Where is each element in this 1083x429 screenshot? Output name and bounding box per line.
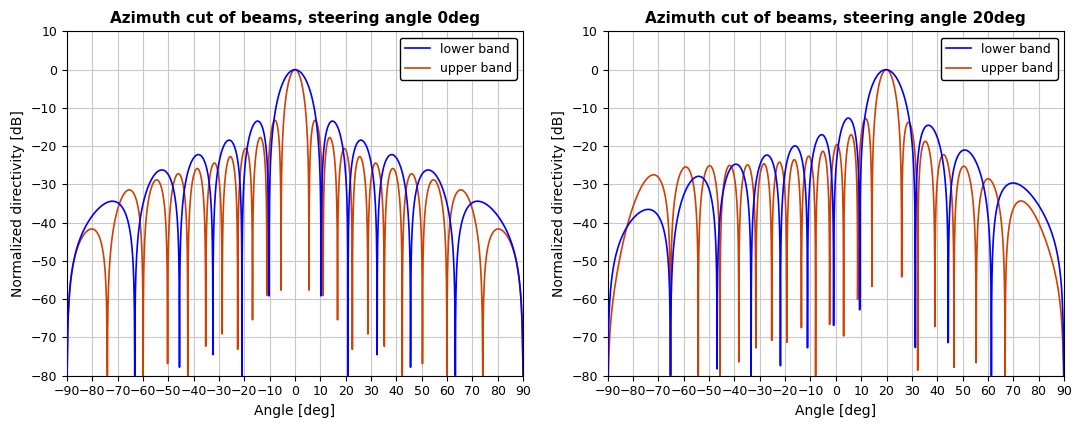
lower band: [602, 326, 615, 332]
Y-axis label: Normalized directivity [dB]: Normalized directivity [dB]: [552, 110, 566, 297]
X-axis label: Angle [deg]: Angle [deg]: [795, 404, 876, 418]
Legend: lower band, upper band: lower band, upper band: [400, 38, 517, 80]
upper band: [838, 182, 851, 187]
lower band: [62, 326, 75, 332]
upper band: [62, 326, 75, 332]
upper band: [936, 153, 949, 158]
Line: lower band: lower band: [67, 69, 523, 376]
Legend: lower band, upper band: lower band, upper band: [941, 38, 1058, 80]
upper band: [210, 164, 223, 169]
Title: Azimuth cut of beams, steering angle 0deg: Azimuth cut of beams, steering angle 0de…: [110, 11, 480, 26]
lower band: [298, 74, 311, 79]
Line: upper band: upper band: [608, 69, 1064, 376]
Title: Azimuth cut of beams, steering angle 20deg: Azimuth cut of beams, steering angle 20d…: [645, 11, 1027, 26]
upper band: [61, 373, 74, 378]
Line: lower band: lower band: [608, 69, 1064, 376]
upper band: [752, 196, 765, 202]
lower band: [1057, 373, 1070, 378]
upper band: [896, 238, 909, 243]
upper band: [879, 67, 892, 72]
Line: upper band: upper band: [67, 69, 523, 376]
upper band: [1057, 373, 1070, 378]
upper band: [1022, 204, 1035, 209]
lower band: [838, 118, 851, 124]
lower band: [601, 373, 614, 378]
upper band: [354, 155, 367, 160]
lower band: [482, 203, 495, 208]
lower band: [210, 174, 223, 179]
upper band: [298, 94, 311, 99]
lower band: [752, 171, 765, 176]
upper band: [602, 362, 615, 367]
lower band: [354, 138, 367, 143]
upper band: [517, 373, 530, 378]
lower band: [61, 373, 74, 378]
lower band: [896, 86, 909, 91]
lower band: [879, 67, 892, 72]
upper band: [394, 223, 407, 228]
lower band: [936, 153, 949, 158]
lower band: [394, 166, 407, 171]
upper band: [288, 67, 301, 72]
upper band: [601, 373, 614, 378]
Y-axis label: Normalized directivity [dB]: Normalized directivity [dB]: [11, 110, 25, 297]
lower band: [1022, 190, 1035, 195]
upper band: [482, 242, 495, 247]
lower band: [288, 67, 301, 72]
X-axis label: Angle [deg]: Angle [deg]: [255, 404, 336, 418]
lower band: [517, 373, 530, 378]
